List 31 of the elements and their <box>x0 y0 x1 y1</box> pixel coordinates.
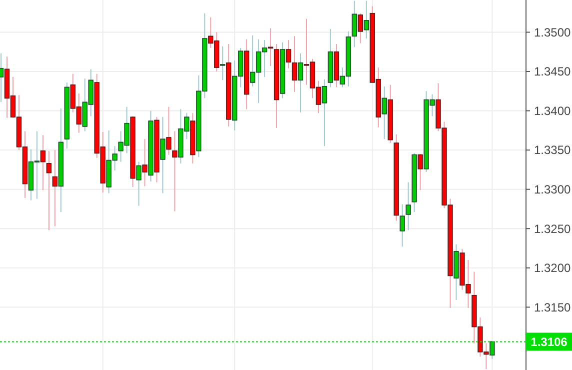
candlestick <box>166 106 172 156</box>
ref-line-label: 1.3106 <box>530 334 568 349</box>
candlestick <box>286 40 292 69</box>
candlestick <box>352 0 358 48</box>
candlestick <box>268 28 274 66</box>
candlestick <box>418 153 423 191</box>
candlestick <box>298 52 304 113</box>
candlestick <box>292 36 298 92</box>
candlestick <box>46 150 52 231</box>
y-tick-label: 1.3500 <box>534 25 572 40</box>
candlestick <box>220 46 226 81</box>
candlestick <box>160 116 166 194</box>
candlestick <box>52 150 58 227</box>
candlestick <box>400 204 405 248</box>
candlestick <box>136 161 142 206</box>
y-tick-label: 1.3150 <box>534 300 572 314</box>
candlestick <box>406 182 411 231</box>
candlestick <box>364 0 369 39</box>
candlestick <box>382 86 387 140</box>
candlestick <box>358 12 363 44</box>
candlestick <box>142 138 148 187</box>
y-tick-label: 1.3450 <box>534 64 572 79</box>
y-tick-label: 1.3350 <box>534 143 572 158</box>
y-tick-label: 1.3250 <box>534 222 572 236</box>
y-tick-label: 1.3200 <box>534 261 572 276</box>
candlestick <box>172 130 178 212</box>
candlestick <box>490 340 495 360</box>
y-tick-label: 1.3400 <box>534 104 572 118</box>
y-tick-label: 1.3300 <box>534 182 572 197</box>
candlestick <box>40 134 46 191</box>
candlestick <box>322 78 328 147</box>
